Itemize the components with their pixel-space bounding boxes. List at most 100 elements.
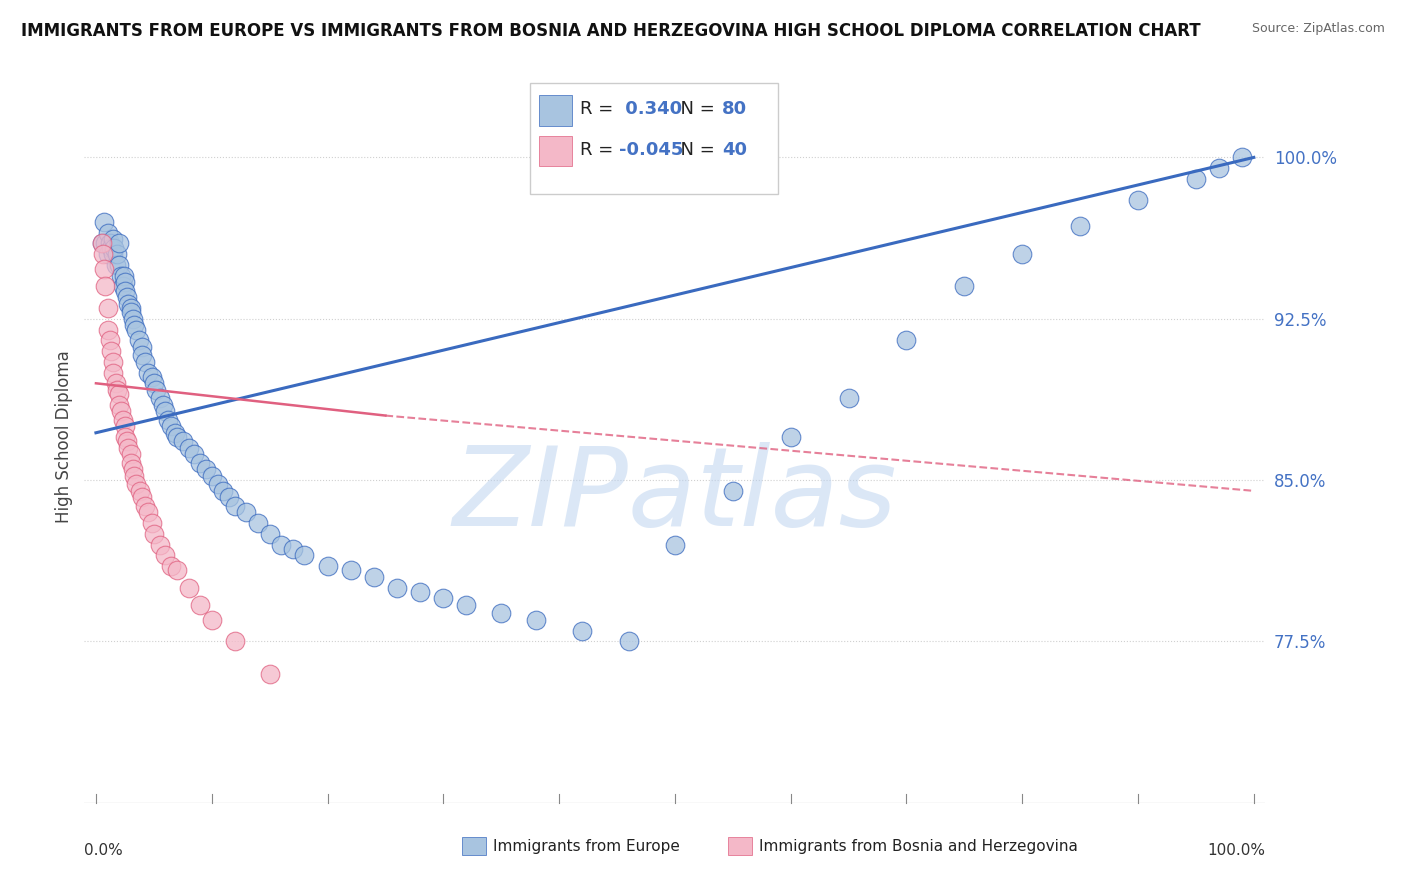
Bar [463, 838, 486, 855]
Point [259, 666, 281, 681]
Point [103, 247, 125, 261]
Point [177, 581, 200, 595]
Point [131, 340, 153, 354]
Text: N =: N = [669, 141, 720, 160]
Point [524, 613, 547, 627]
Point [108, 236, 131, 251]
Point [93, 215, 115, 229]
Point [838, 392, 860, 406]
Point [160, 419, 183, 434]
Point [96, 301, 118, 315]
Point [224, 634, 246, 648]
Point [104, 376, 127, 391]
Point [489, 607, 512, 621]
Point [136, 505, 159, 519]
Bar [538, 95, 572, 127]
Point [120, 301, 142, 315]
Point [183, 447, 205, 461]
Point [115, 434, 138, 449]
Point [104, 258, 127, 272]
Point [128, 333, 150, 347]
Point [103, 366, 125, 380]
Point [617, 634, 640, 648]
FancyBboxPatch shape [530, 83, 778, 194]
Text: Source: ZipAtlas.com: Source: ZipAtlas.com [1251, 22, 1385, 36]
Text: IMMIGRANTS FROM EUROPE VS IMMIGRANTS FROM BOSNIA AND HERZEGOVINA HIGH SCHOOL DIP: IMMIGRANTS FROM EUROPE VS IMMIGRANTS FRO… [21, 22, 1201, 40]
Point [142, 376, 165, 391]
Point [100, 344, 122, 359]
Point [96, 247, 118, 261]
Point [456, 598, 478, 612]
Text: -0.045: -0.045 [620, 141, 683, 160]
Text: 80: 80 [723, 101, 747, 119]
Point [103, 355, 125, 369]
Point [108, 387, 131, 401]
Point [122, 468, 145, 483]
Point [100, 241, 122, 255]
Point [953, 279, 976, 293]
Point [571, 624, 593, 638]
Point [149, 538, 172, 552]
Point [111, 413, 134, 427]
Point [122, 318, 145, 333]
Point [292, 549, 315, 563]
Point [1011, 247, 1033, 261]
Point [149, 392, 172, 406]
Bar [538, 136, 572, 167]
Point [156, 413, 179, 427]
Text: 40: 40 [723, 141, 747, 160]
Point [131, 348, 153, 362]
Point [779, 430, 801, 444]
Point [259, 527, 281, 541]
Point [90, 236, 112, 251]
Point [152, 398, 174, 412]
Point [270, 538, 292, 552]
Point [103, 241, 125, 255]
Point [218, 491, 240, 505]
Bar [728, 838, 752, 855]
Point [155, 404, 177, 418]
Point [207, 477, 229, 491]
Point [201, 613, 224, 627]
Point [188, 456, 211, 470]
Point [94, 279, 117, 293]
Point [114, 419, 136, 434]
Point [896, 333, 918, 347]
Point [1069, 219, 1091, 234]
Point [339, 564, 361, 578]
Point [115, 290, 138, 304]
Point [98, 333, 121, 347]
Point [91, 247, 114, 261]
Text: Immigrants from Europe: Immigrants from Europe [494, 839, 681, 855]
Point [1232, 150, 1254, 164]
Point [141, 516, 163, 530]
Point [112, 268, 135, 283]
Point [125, 477, 148, 491]
Point [98, 236, 121, 251]
Point [114, 275, 136, 289]
Point [721, 483, 744, 498]
Point [172, 434, 194, 449]
Point [96, 322, 118, 336]
Point [93, 262, 115, 277]
Point [201, 468, 224, 483]
Point [105, 247, 128, 261]
Point [145, 383, 167, 397]
Point [108, 258, 131, 272]
Point [103, 232, 125, 246]
Point [409, 585, 432, 599]
Point [142, 527, 165, 541]
Point [108, 398, 131, 412]
Point [155, 549, 177, 563]
Text: ZIPatlas: ZIPatlas [453, 442, 897, 549]
Point [125, 322, 148, 336]
Point [188, 598, 211, 612]
Point [111, 279, 134, 293]
Point [122, 311, 145, 326]
Text: 100.0%: 100.0% [1208, 843, 1265, 858]
Y-axis label: High School Diploma: High School Diploma [55, 351, 73, 524]
Text: 0.340: 0.340 [620, 101, 682, 119]
Point [177, 441, 200, 455]
Point [385, 581, 408, 595]
Point [363, 570, 385, 584]
